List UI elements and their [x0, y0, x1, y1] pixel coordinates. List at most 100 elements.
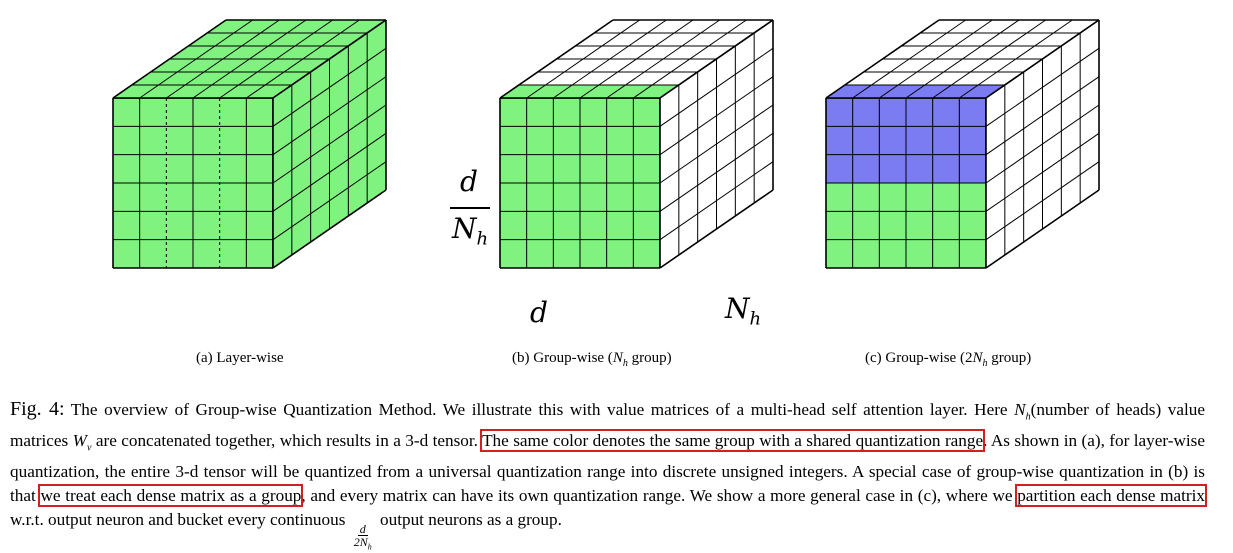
front-face-cell	[633, 239, 660, 268]
front-face-cell	[852, 183, 880, 212]
top-face-cell	[572, 72, 618, 85]
top-face-cell	[932, 85, 979, 98]
front-face-cell	[500, 154, 527, 183]
top-face-cell	[139, 85, 186, 98]
top-face-cell	[204, 59, 250, 72]
top-face-cell	[265, 72, 311, 85]
front-face-cell	[553, 126, 580, 155]
top-face-cell	[222, 46, 269, 59]
top-face-cell	[284, 59, 330, 72]
front-face-cell	[959, 239, 986, 268]
top-face-cell	[545, 72, 591, 85]
top-face-cell	[981, 33, 1027, 46]
top-face-cell	[207, 20, 253, 33]
front-face-cell	[246, 126, 273, 155]
front-face-cell	[606, 154, 634, 183]
top-face-cell	[287, 20, 333, 33]
top-face-cell	[249, 46, 295, 59]
front-face-cell	[553, 154, 580, 183]
front-face-cell	[852, 239, 880, 268]
top-face-cell	[951, 72, 997, 85]
front-face-cell	[166, 239, 193, 268]
label-frac-numerator: d	[460, 165, 478, 198]
front-face-cell	[553, 183, 580, 212]
top-face-cell	[188, 33, 234, 46]
top-face-cell	[946, 20, 993, 33]
front-face-cell	[526, 154, 554, 183]
top-face-cell	[644, 59, 690, 72]
front-face-cell	[193, 239, 220, 268]
top-face-cell	[879, 85, 925, 98]
top-face-cell	[556, 46, 602, 59]
top-face-cell	[131, 72, 178, 85]
top-face-cell	[973, 20, 1019, 33]
top-face-cell	[260, 20, 306, 33]
front-face-cell	[193, 154, 220, 183]
front-face-cell	[526, 183, 554, 212]
top-face-cell	[852, 85, 899, 98]
front-face-cell	[826, 154, 853, 183]
top-face-cell	[663, 46, 709, 59]
top-face-cell	[219, 85, 266, 98]
top-face-cell	[500, 85, 546, 98]
top-face-cell	[302, 46, 349, 59]
top-face-cell	[158, 72, 204, 85]
front-face-cell	[166, 183, 193, 212]
label-frac-denominator: Nh	[452, 212, 489, 250]
top-face-cell	[185, 72, 231, 85]
front-face-cell	[580, 154, 607, 183]
front-face-cell	[826, 183, 853, 212]
top-face-cell	[169, 46, 215, 59]
top-face-cell	[246, 85, 292, 98]
top-face-cell	[628, 33, 675, 46]
top-face-cell	[674, 20, 720, 33]
top-face-cell	[617, 59, 664, 72]
front-face-cell	[246, 183, 273, 212]
top-face-cell	[844, 72, 891, 85]
top-face-cell	[906, 85, 952, 98]
front-face-cell	[219, 239, 247, 268]
front-face-cell	[526, 211, 554, 240]
front-face-cell	[906, 211, 933, 240]
cube-figure	[112, 19, 1100, 269]
front-face-cell	[166, 211, 193, 240]
front-face-cell	[219, 98, 247, 127]
front-face-cell	[606, 126, 634, 155]
front-face-cell	[166, 98, 193, 127]
top-face-cell	[1026, 20, 1073, 33]
front-face-cell	[906, 154, 933, 183]
front-face-cell	[246, 211, 273, 240]
front-face-cell	[500, 239, 527, 268]
top-face-cell	[935, 46, 982, 59]
top-face-cell	[518, 72, 565, 85]
top-face-cell	[553, 85, 599, 98]
top-face-cell	[928, 33, 974, 46]
top-face-cell	[636, 46, 682, 59]
front-face-cell	[633, 98, 660, 127]
front-face-cell	[959, 126, 986, 155]
front-face-cell	[113, 126, 140, 155]
front-face-cell	[139, 98, 167, 127]
top-face-cell	[1053, 20, 1099, 33]
top-face-cell	[257, 59, 303, 72]
top-face-cell	[321, 33, 368, 46]
figure-caption: Fig. 4: The overview of Group-wise Quant…	[10, 398, 1207, 552]
top-face-cell	[313, 20, 360, 33]
front-face-cell	[246, 98, 273, 127]
caption-fraction: d 2Nh	[353, 522, 372, 552]
front-face-cell	[879, 211, 906, 240]
front-face-cell	[959, 154, 986, 183]
front-face-cell	[246, 239, 273, 268]
subcaption-c: (c) Group-wise (2Nh group)	[865, 350, 1032, 369]
front-face-cell	[906, 98, 933, 127]
top-face-cell	[340, 20, 386, 33]
front-face-cell	[580, 98, 607, 127]
front-face-cell	[826, 98, 853, 127]
top-face-cell	[970, 59, 1016, 72]
front-face-cell	[193, 126, 220, 155]
top-face-cell	[671, 59, 717, 72]
front-face-cell	[633, 154, 660, 183]
front-face-cell	[193, 183, 220, 212]
front-face-cell	[580, 211, 607, 240]
top-face-cell	[268, 33, 314, 46]
